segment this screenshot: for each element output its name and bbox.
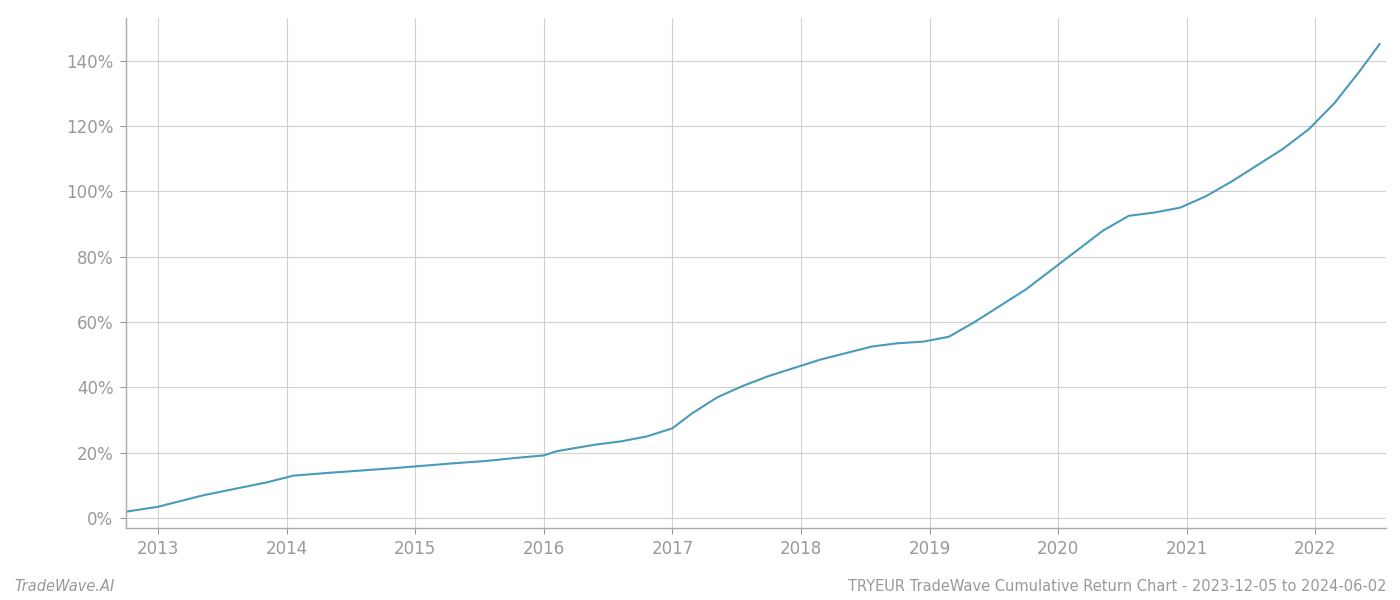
Text: TradeWave.AI: TradeWave.AI xyxy=(14,579,115,594)
Text: TRYEUR TradeWave Cumulative Return Chart - 2023-12-05 to 2024-06-02: TRYEUR TradeWave Cumulative Return Chart… xyxy=(847,579,1386,594)
